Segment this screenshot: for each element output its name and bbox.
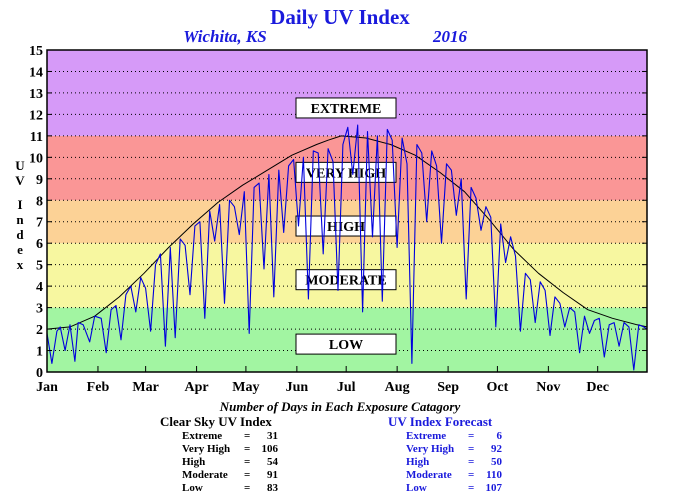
y-tick-label: 8: [36, 194, 43, 209]
x-tick-label: Apr: [185, 380, 209, 395]
chart-title: Daily UV Index: [270, 5, 410, 29]
band-label-text: HIGH: [327, 220, 365, 235]
x-tick-label: Jun: [286, 380, 309, 395]
forecast-counts: UV Index Forecast Extreme = 6 Very High = 92…: [388, 414, 502, 495]
table-row: Very High = 106: [182, 443, 279, 455]
y-tick-label: 1: [36, 345, 43, 360]
count-label: Moderate: [182, 469, 228, 481]
x-axis-ticks: Jan Feb Mar Apr May Jun Jul Aug Sep Oct Nov Dec: [36, 366, 609, 395]
counts-caption: Number of Days in Each Exposure Catagory: [219, 399, 461, 414]
chart-year: 2016: [432, 27, 468, 46]
clear-sky-table: Extreme = 31 Very High = 106 High = 54 Moderat…: [182, 430, 278, 495]
table-row: High = 54: [182, 456, 278, 468]
band-label: VERY HIGH: [295, 161, 397, 183]
count-value: 107: [485, 482, 503, 494]
series-line-clear-sky: [46, 135, 648, 330]
count-label: Low: [406, 482, 427, 494]
count-value: 50: [491, 456, 502, 468]
count-label: Low: [182, 482, 203, 494]
y-tick-label: 6: [36, 237, 43, 252]
count-value: 54: [267, 456, 278, 468]
x-tick-label: Dec: [586, 380, 609, 395]
count-label: Extreme: [406, 430, 447, 442]
gridlines: [47, 70, 647, 352]
band-label: HIGH: [295, 215, 397, 237]
plot-frame: [46, 49, 648, 373]
series-lines: [46, 124, 648, 371]
count-label: Very High: [182, 443, 231, 455]
y-tick-label: 14: [29, 65, 43, 80]
y-tick-label: 11: [30, 130, 43, 145]
chart-location: Wichita, KS: [183, 27, 266, 46]
x-tick-label: Sep: [437, 380, 459, 395]
y-tick-label: 7: [36, 216, 43, 231]
count-value: 92: [491, 443, 502, 455]
table-row: Extreme = 6: [406, 430, 503, 442]
table-row: Very High = 92: [406, 443, 502, 455]
x-tick-label: Jul: [337, 380, 356, 395]
x-tick-label: Jan: [36, 380, 58, 395]
count-label: Extreme: [182, 430, 223, 442]
y-tick-label: 3: [36, 302, 43, 317]
x-tick-label: Feb: [87, 380, 110, 395]
y-tick-label: 4: [36, 280, 43, 295]
band-label-text: LOW: [329, 338, 363, 353]
table-row: Low = 107: [406, 482, 503, 494]
band-label: MODERATE: [295, 269, 397, 291]
band-label-text: VERY HIGH: [306, 166, 386, 181]
count-value: 91: [267, 469, 278, 481]
band-label-text: MODERATE: [305, 274, 386, 289]
count-value: 6: [496, 430, 503, 442]
band-label-text: EXTREME: [311, 102, 382, 117]
y-tick-label: 12: [29, 108, 43, 123]
x-tick-label: Oct: [487, 380, 509, 395]
count-label: High: [182, 456, 206, 468]
series-line-forecast: [46, 124, 648, 371]
count-value: 110: [486, 469, 502, 481]
count-label: Moderate: [406, 469, 452, 481]
count-label: Very High: [406, 443, 455, 455]
table-row: Moderate = 110: [406, 469, 502, 481]
clear-sky-heading: Clear Sky UV Index: [160, 414, 272, 429]
y-tick-label: 13: [29, 87, 43, 102]
y-tick-label: 15: [29, 44, 43, 59]
forecast-table: Extreme = 6 Very High = 92 High = 50 Moderate =…: [406, 430, 502, 495]
forecast-heading: UV Index Forecast: [388, 414, 493, 429]
x-tick-label: Mar: [132, 380, 158, 395]
clear-sky-counts: Clear Sky UV Index Extreme = 31 Very High =…: [160, 414, 278, 495]
band-label: LOW: [295, 333, 397, 355]
table-row: High = 50: [406, 456, 502, 468]
table-row: Moderate = 91: [182, 469, 278, 481]
x-tick-label: Nov: [536, 380, 560, 395]
table-row: Low = 83: [182, 482, 278, 494]
y-tick-label: 2: [36, 323, 43, 338]
count-value: 31: [267, 430, 278, 442]
x-tick-label: May: [232, 380, 259, 395]
table-row: Extreme = 31: [182, 430, 278, 442]
count-value: 83: [267, 482, 278, 494]
y-tick-label: 0: [36, 366, 43, 381]
y-tick-label: 10: [29, 151, 43, 166]
x-tick-label: Aug: [385, 380, 410, 395]
y-tick-label: 5: [36, 259, 43, 274]
band-label: EXTREME: [295, 97, 397, 119]
count-value: 106: [261, 443, 279, 455]
y-tick-label: 9: [36, 173, 43, 188]
count-label: High: [406, 456, 430, 468]
